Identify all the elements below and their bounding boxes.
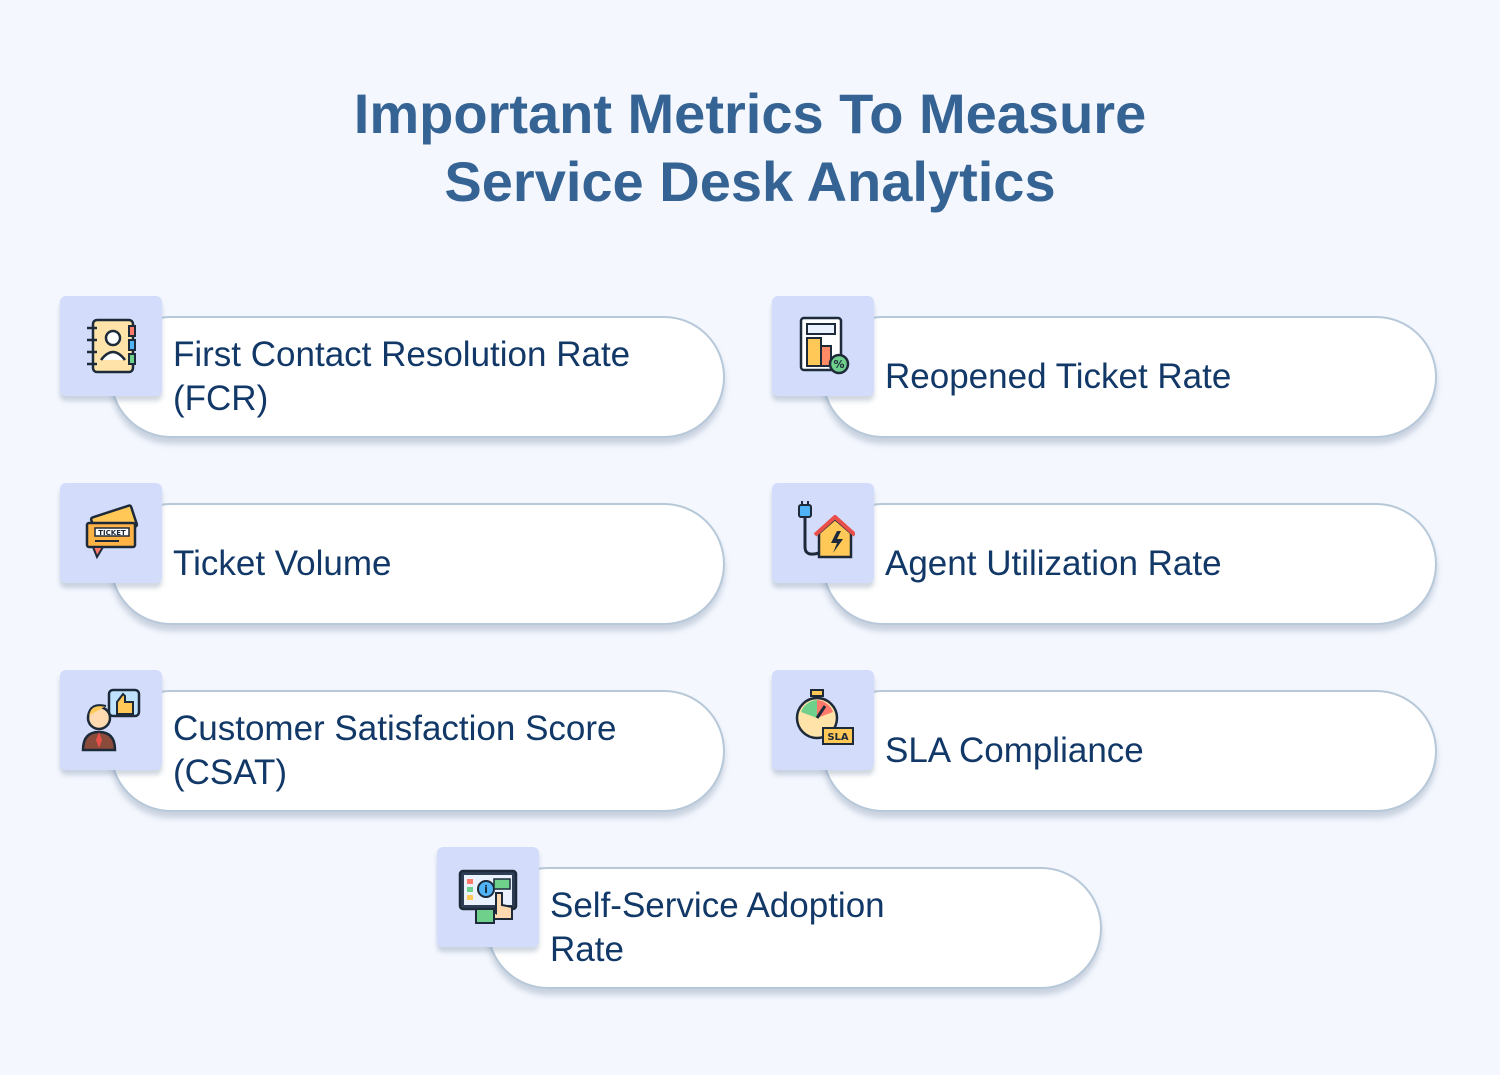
metric-pill [110,690,725,812]
metric-label: Customer Satisfaction Score (CSAT) [173,709,617,792]
metric-card-fcr: First Contact Resolution Rate (FCR) [60,296,740,446]
metric-label: SLA Compliance [885,731,1144,770]
self-service-screen-icon: i [437,847,539,947]
sla-stopwatch-icon: SLA [772,670,874,770]
svg-text:%: % [833,358,844,371]
metric-label: Agent Utilization Rate [885,544,1222,583]
metric-pill [110,503,725,625]
metric-label: Self-Service Adoption Rate [550,886,885,969]
page-title: Important Metrics To Measure Service Des… [0,80,1500,216]
metric-pill [110,316,725,438]
svg-text:TICKET: TICKET [98,529,126,537]
metric-pill [822,316,1437,438]
metric-card-csat: Customer Satisfaction Score (CSAT) [60,670,740,820]
building-percent-icon: % [772,296,874,396]
ticket-icon: TICKET [60,483,162,583]
metric-label: First Contact Resolution Rate (FCR) [173,335,631,418]
customer-thumbs-up-icon [60,670,162,770]
metric-card-ticket-volume: Ticket Volume TICKET [60,483,740,633]
contact-book-icon [60,296,162,396]
metric-label: Reopened Ticket Rate [885,357,1232,396]
metric-card-reopened: Reopened Ticket Rate % [772,296,1452,446]
metric-pill [822,503,1437,625]
title-line-2: Service Desk Analytics [444,150,1056,213]
metric-pill [822,690,1437,812]
title-line-1: Important Metrics To Measure [353,82,1147,145]
metric-pill [487,867,1102,989]
metric-card-self-service: Self-Service Adoption Rate i [437,847,1117,997]
metric-card-sla: SLA Compliance SLA [772,670,1452,820]
svg-text:SLA: SLA [827,732,849,743]
svg-text:i: i [484,883,488,896]
metric-card-agent-utilization: Agent Utilization Rate [772,483,1452,633]
energy-home-icon [772,483,874,583]
metric-label: Ticket Volume [173,544,392,583]
